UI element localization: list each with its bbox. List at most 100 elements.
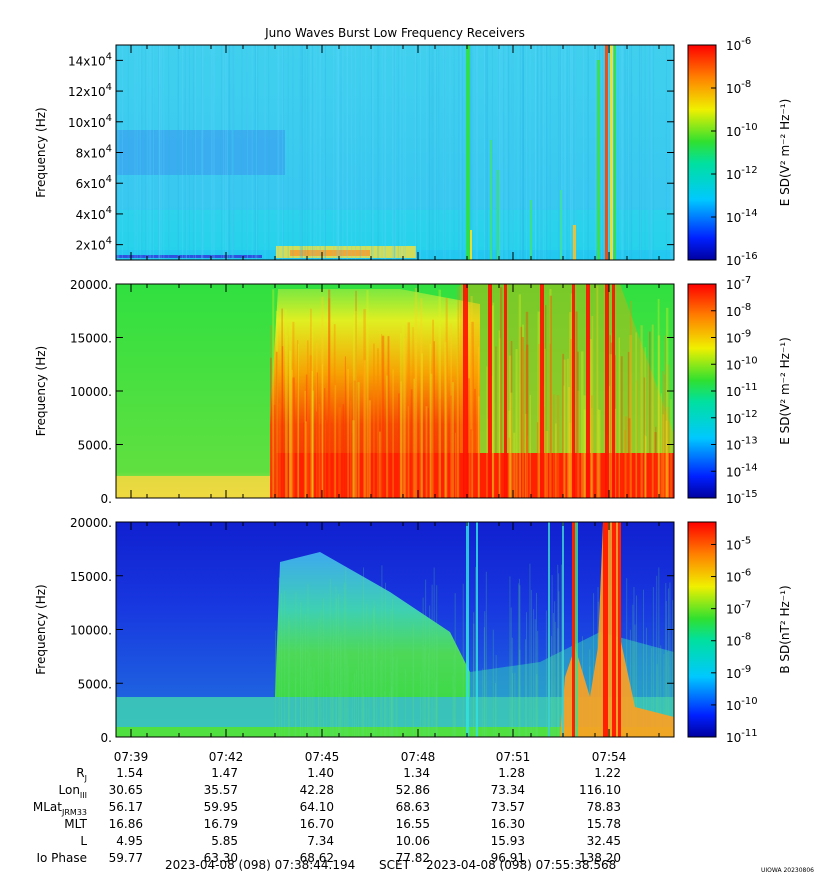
panel-2-noise: [538, 344, 540, 498]
panel-2-noise: [413, 327, 414, 498]
ephem-label: MLT: [64, 817, 87, 831]
colorbar-2-tick-label: 10-12: [726, 409, 758, 426]
panel-1-noise: [522, 45, 523, 260]
panel-2-noise: [352, 420, 354, 498]
panel-1-noise: [570, 45, 571, 260]
panel-1-noise: [307, 45, 308, 260]
panel-1-noise: [601, 45, 602, 260]
panel-3-noise: [473, 612, 474, 737]
panel-1-noise: [398, 45, 399, 260]
panel-2-noise: [555, 423, 557, 498]
panel-1-noise: [150, 45, 151, 260]
colorbar-2-tick-label: 10-10: [726, 355, 758, 372]
panel-2-noise: [388, 336, 390, 498]
ephem-value: 7.34: [307, 834, 334, 848]
panel-2-noise: [304, 423, 306, 498]
panel-1-noise: [429, 45, 430, 260]
panel-1-noise: [365, 45, 366, 260]
panel-1-noise: [223, 45, 224, 260]
panel-3-noise: [514, 673, 515, 737]
panel-3-noise: [475, 567, 476, 737]
panel-1-noise: [506, 45, 507, 260]
panel-3-noise: [484, 611, 485, 737]
panel-2-noise: [289, 325, 291, 498]
panel-3-noise: [482, 669, 483, 737]
panel-1-noise: [588, 45, 589, 260]
ephem-value: 30.65: [109, 783, 143, 797]
panel-3-noise: [342, 669, 343, 737]
panel-1-noise: [538, 45, 539, 260]
panel-3-noise: [281, 593, 282, 737]
panel-2-noise: [468, 378, 470, 498]
panel-3-noise: [391, 609, 392, 737]
panel-1-noise: [650, 45, 651, 260]
panel-1-noise: [513, 45, 514, 260]
panel-1-noise: [545, 45, 546, 260]
panel-2-noise: [355, 311, 357, 498]
panel-2-noise: [662, 371, 663, 498]
panel-3-noise: [423, 598, 424, 737]
panel-1-noise: [168, 45, 169, 260]
xtick-label: 07:48: [401, 750, 436, 764]
panel-1-noise: [268, 45, 269, 260]
scet-label: SCET: [379, 858, 411, 872]
panel-1-noise: [558, 45, 559, 260]
panel-2-noise: [450, 323, 451, 498]
panel-2-noise: [630, 301, 632, 498]
panel-3-noise: [358, 642, 359, 737]
colorbar-3-tick-label: 10-6: [726, 568, 751, 585]
panel-3-noise: [495, 683, 496, 737]
panel-1-noise: [310, 45, 311, 260]
panel-1-noise: [277, 45, 278, 260]
panel-1-burst: [605, 45, 608, 260]
panel-1-noise: [336, 45, 337, 260]
panel-2-noise: [338, 407, 340, 498]
panel-1-noise: [583, 45, 584, 260]
panel-3-noise: [344, 583, 345, 737]
panel-1-noise: [485, 45, 486, 260]
panel-3-noise: [311, 666, 312, 737]
panel-3-noise: [561, 565, 562, 737]
panel-1-noise: [511, 45, 512, 260]
panel-1-noise: [649, 45, 650, 260]
panel-2-noise: [400, 381, 402, 498]
panel-1-noise: [392, 45, 393, 260]
colorbar-2-tick-label: 10-9: [726, 329, 751, 346]
panel-2-noise: [317, 372, 318, 498]
panel-1-noise: [627, 45, 628, 260]
panel-2-noise: [564, 360, 566, 498]
panel-1-noise: [433, 45, 434, 260]
panel-3-noise: [658, 567, 659, 737]
panel-1-noise: [252, 45, 253, 260]
panel-1-burst: [497, 170, 499, 260]
panel-2-noise: [652, 325, 654, 498]
panel-3-noise: [429, 605, 430, 737]
panel-1-noise: [161, 45, 162, 260]
panel-1-noise: [526, 45, 527, 260]
panel-3-noise: [434, 568, 435, 737]
panel-2-noise: [373, 344, 375, 498]
panel-3-noise: [354, 673, 355, 737]
panel-3-noise: [669, 582, 670, 737]
panel-3-noise: [420, 672, 421, 737]
ephem-value: 15.78: [587, 817, 621, 831]
panel-1-noise: [564, 45, 565, 260]
panel-1-noise: [624, 45, 625, 260]
panel-2-ytick-label: 15000.: [70, 332, 112, 346]
panel-1-noise: [565, 45, 566, 260]
panel-1-noise: [629, 45, 630, 260]
panel-1-noise: [302, 45, 303, 260]
panel-3-noise: [331, 663, 332, 737]
panel-1-noise: [338, 45, 339, 260]
panel-2-noise: [286, 335, 287, 498]
ephem-value: 1.28: [498, 766, 525, 780]
panel-1-noise: [377, 45, 378, 260]
ephem-value: 5.85: [211, 834, 238, 848]
panel-2-noise: [321, 297, 323, 498]
panel-2-burst: [612, 284, 615, 498]
panel-1-noise: [537, 45, 538, 260]
panel-1-noise: [460, 45, 461, 260]
panel-1-noise: [666, 45, 667, 260]
panel-2-burst: [488, 284, 492, 498]
panel-1-noise: [225, 45, 226, 260]
